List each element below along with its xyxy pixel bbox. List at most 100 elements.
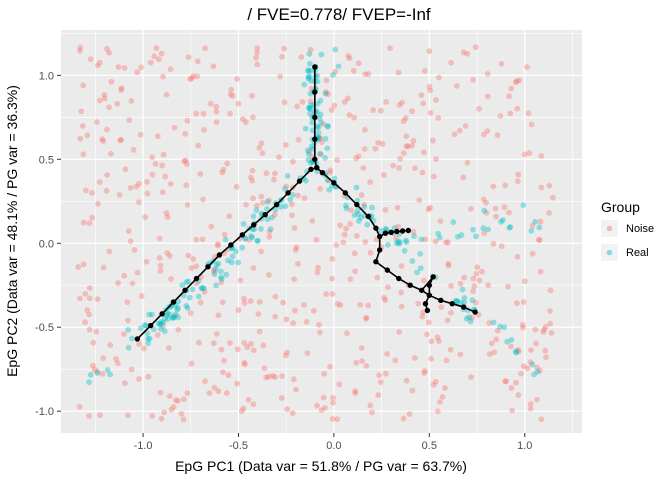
noise-point: [488, 340, 495, 347]
noise-point: [159, 162, 166, 169]
real-point: [223, 271, 230, 278]
noise-point: [396, 329, 403, 335]
real-point: [401, 247, 408, 254]
real-point: [534, 368, 541, 375]
noise-point: [350, 67, 357, 74]
noise-point: [533, 340, 540, 347]
real-point: [497, 323, 503, 330]
real-point: [146, 311, 152, 318]
graph-node: [384, 267, 391, 273]
noise-point: [255, 311, 262, 317]
real-point: [144, 330, 151, 337]
noise-point: [160, 151, 167, 158]
real-point: [454, 298, 460, 305]
real-point: [512, 348, 519, 355]
graph-node: [319, 170, 326, 176]
noise-point: [398, 303, 405, 310]
noise-point: [193, 236, 200, 243]
noise-point: [331, 102, 338, 109]
graph-node: [418, 287, 425, 293]
noise-point: [454, 83, 460, 89]
noise-point: [492, 205, 499, 212]
real-point: [384, 241, 391, 248]
real-point: [314, 100, 321, 107]
graph-node: [312, 64, 318, 70]
noise-point: [281, 99, 288, 106]
noise-point: [320, 394, 327, 401]
noise-point: [82, 319, 88, 326]
graph-edge: [195, 266, 209, 280]
noise-point: [367, 179, 374, 185]
noise-point: [514, 78, 520, 84]
noise-point: [336, 381, 343, 388]
noise-point: [402, 115, 409, 121]
real-point: [393, 240, 400, 247]
noise-point: [457, 351, 464, 358]
real-point: [355, 218, 362, 224]
noise-point: [491, 349, 498, 356]
noise-point: [96, 179, 103, 186]
noise-point: [363, 315, 370, 322]
noise-point: [439, 393, 446, 400]
noise-point: [184, 390, 191, 397]
noise-point: [284, 406, 291, 413]
graph-edge: [184, 277, 198, 291]
noise-point: [347, 221, 354, 227]
noise-point: [361, 146, 368, 152]
noise-point: [75, 264, 82, 270]
noise-point: [460, 49, 467, 56]
graph-node: [205, 264, 211, 270]
legend-marker-real: [606, 249, 613, 256]
real-point: [364, 221, 371, 228]
real-point: [322, 155, 328, 161]
noise-point: [290, 158, 296, 165]
real-point: [289, 192, 296, 198]
real-point: [318, 51, 325, 58]
graph-node: [449, 301, 455, 307]
noise-point: [445, 260, 452, 267]
noise-point: [233, 183, 240, 190]
noise-point: [136, 376, 142, 383]
noise-point: [101, 95, 108, 102]
graph-node: [147, 322, 154, 329]
real-point: [248, 233, 255, 240]
noise-point: [472, 44, 479, 51]
noise-point: [234, 76, 241, 82]
noise-point: [507, 110, 514, 117]
noise-point: [185, 54, 192, 61]
noise-point: [409, 108, 416, 115]
real-point: [318, 119, 325, 126]
real-point: [249, 234, 256, 241]
noise-point: [358, 345, 365, 351]
noise-point: [485, 282, 491, 289]
noise-point: [210, 340, 217, 347]
noise-point: [320, 121, 327, 128]
noise-point: [351, 114, 358, 121]
noise-point: [365, 71, 372, 77]
real-points-layer: [86, 46, 543, 386]
real-point: [369, 204, 375, 211]
noise-point: [116, 192, 123, 198]
real-point: [461, 299, 467, 306]
real-point: [536, 224, 543, 231]
real-point: [301, 81, 308, 88]
noise-point: [235, 307, 242, 313]
noise-point: [444, 317, 451, 324]
noise-point: [100, 138, 107, 145]
noise-point: [168, 276, 174, 282]
noise-point: [527, 400, 534, 407]
noise-point: [329, 275, 335, 282]
real-point: [303, 177, 309, 184]
real-point: [480, 225, 487, 232]
noise-point: [509, 407, 516, 414]
noise-point: [167, 181, 174, 187]
noise-point: [290, 320, 297, 327]
noise-point: [226, 213, 233, 220]
real-point: [418, 236, 425, 243]
noise-point: [229, 93, 236, 99]
noise-point: [127, 238, 134, 245]
noise-point: [442, 385, 448, 391]
noise-point: [344, 330, 350, 337]
noise-point: [127, 184, 134, 191]
real-point: [457, 299, 464, 306]
